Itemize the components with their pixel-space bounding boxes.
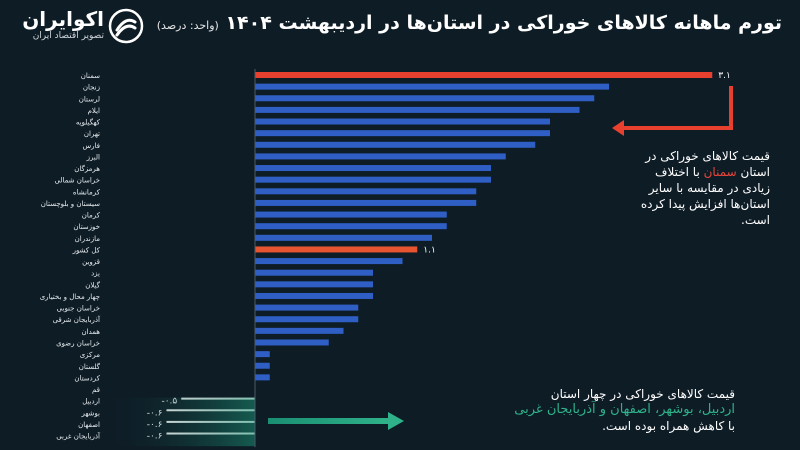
bar-17 [255,269,373,276]
bar-5 [255,130,550,137]
annotation-line: قیمت کالاهای خوراکی در چهار استان [550,387,735,401]
category-label-29: بوشهر [80,409,100,417]
unit-label: (واحد: درصد) [156,19,219,32]
bar-4 [255,118,550,125]
bar-26 [255,374,270,381]
logo-tagline: تصویر اقتصاد ایران [32,31,104,41]
negative-region [100,397,255,447]
category-label-28: اردبیل [82,398,100,406]
annotation-line: استان‌ها افزایش پیدا کرده [640,197,770,211]
category-label-19: چهار محال و بختیاری [40,293,100,301]
bar-11 [255,199,477,206]
data-label-0: ۳.۱ [718,71,731,81]
category-label-30: اصفهان [78,421,100,429]
bar-6 [255,141,536,148]
category-label-16: قزوین [82,258,100,266]
annotation-text: استان [736,165,770,179]
bar-3 [255,106,580,113]
title-text: تورم ماهانه کالاهای خوراکی در استان‌ها د… [225,12,782,34]
category-label-20: خراسان جنوبی [57,305,100,313]
category-label-6: فارس [83,142,100,150]
category-label-27: قم [92,386,100,394]
category-label-17: یزد [91,270,100,278]
bar-19 [255,292,373,299]
bar-25 [255,362,270,369]
bar-12 [255,211,447,218]
category-label-12: کرمان [82,212,101,220]
category-label-13: خوزستان [73,223,100,231]
logo-icon [108,8,144,44]
bar-21 [255,316,359,323]
annotation-line: با کاهش همراه بوده است. [602,419,735,433]
arrow-line [622,86,733,130]
bar-23 [255,339,329,346]
category-label-11: سیستان و بلوچستان [41,200,100,208]
bar-16 [255,258,403,265]
category-label-2: لرستان [79,95,100,103]
logo-name: اکوایران [22,7,104,31]
annotation-line: قیمت کالاهای خوراکی در [645,149,770,163]
category-label-26: کردستان [74,374,100,382]
category-label-24: مرکزی [80,351,101,359]
category-label-9: خراسان شمالی [54,177,100,185]
category-label-10: کرمانشاه [73,188,101,196]
category-label-0: سمنان [81,72,100,80]
annotation-decline: قیمت کالاهای خوراکی در چهار استان اردبیل… [430,386,735,434]
bar-15 [255,246,418,253]
category-label-22: همدان [82,328,101,336]
annotation-text: با اختلاف [655,165,704,179]
green-arrow-shaft [268,418,390,424]
category-label-8: هرمزگان [74,164,100,173]
category-label-3: ایلام [88,107,100,115]
bar-2 [255,95,595,102]
category-label-23: خراسان رضوی [56,339,100,347]
green-arrow-head-icon [388,412,404,430]
bar-13 [255,223,447,230]
category-label-7: البرز [86,153,100,161]
category-label-15: کل کشور [72,246,101,254]
data-label-15: ۱.۱ [423,245,436,255]
bar-9 [255,176,491,183]
annotation-highlight: اردبیل، بوشهر، اصفهان و آذربایجان غربی [514,402,735,417]
bar-1 [255,83,609,90]
category-label-5: تهران [84,130,100,138]
bar-20 [255,304,359,311]
bar-24 [255,351,270,358]
category-label-14: مازندران [75,235,101,243]
bar-14 [255,234,432,241]
bar-10 [255,188,477,195]
category-label-1: زنجان [83,84,100,92]
bar-7 [255,153,506,160]
bar-8 [255,165,491,172]
annotation-line: زیادی در مقایسه با سایر [648,181,770,195]
arrow-head-icon [612,120,624,136]
bar-18 [255,281,373,288]
annotation-line: استان سمنان با اختلاف [588,164,770,180]
annotation-semnan: قیمت کالاهای خوراکی در استان سمنان با اخ… [588,148,770,228]
category-label-18: گیلان [85,280,100,289]
annotation-highlight: سمنان [703,165,737,179]
category-label-25: گلستان [79,362,101,371]
annotation-line: است. [741,213,770,227]
bar-0 [255,72,713,78]
logo: اکوایران تصویر اقتصاد ایران [14,8,104,42]
bar-22 [255,327,344,334]
category-label-21: آذربایجان شرقی [53,315,101,324]
category-label-4: کهگیلویه [76,118,101,127]
category-label-31: آذربایجان غربی [56,432,101,441]
chart-title: تورم ماهانه کالاهای خوراکی در استان‌ها د… [157,12,782,34]
